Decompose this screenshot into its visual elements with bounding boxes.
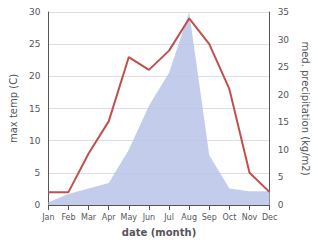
svg-text:15: 15 [29, 104, 40, 114]
svg-text:20: 20 [29, 71, 41, 81]
svg-text:0: 0 [35, 200, 41, 210]
svg-text:15: 15 [278, 117, 289, 127]
svg-text:30: 30 [29, 7, 41, 17]
svg-text:Mar: Mar [81, 213, 97, 222]
svg-text:Nov: Nov [242, 213, 258, 222]
svg-text:Jun: Jun [142, 213, 156, 222]
svg-text:0: 0 [278, 200, 284, 210]
svg-text:Sep: Sep [202, 213, 217, 222]
svg-text:Oct: Oct [222, 213, 236, 222]
svg-text:Apr: Apr [102, 213, 117, 222]
svg-text:date (month): date (month) [122, 227, 196, 238]
svg-text:Aug: Aug [181, 213, 197, 222]
svg-text:25: 25 [278, 62, 289, 72]
svg-text:5: 5 [278, 172, 284, 182]
svg-text:5: 5 [35, 168, 41, 178]
svg-text:med. precipitation (kg/m2): med. precipitation (kg/m2) [300, 41, 311, 175]
svg-text:Jan: Jan [41, 213, 54, 222]
svg-text:20: 20 [278, 90, 290, 100]
svg-text:Dec: Dec [262, 213, 277, 222]
svg-text:10: 10 [29, 136, 41, 146]
svg-text:Jul: Jul [163, 213, 174, 222]
svg-text:30: 30 [278, 35, 290, 45]
svg-text:max temp (C): max temp (C) [8, 74, 19, 143]
svg-text:35: 35 [278, 7, 289, 17]
svg-text:10: 10 [278, 145, 290, 155]
svg-text:25: 25 [29, 39, 40, 49]
svg-text:Feb: Feb [61, 213, 75, 222]
svg-text:May: May [121, 213, 138, 222]
